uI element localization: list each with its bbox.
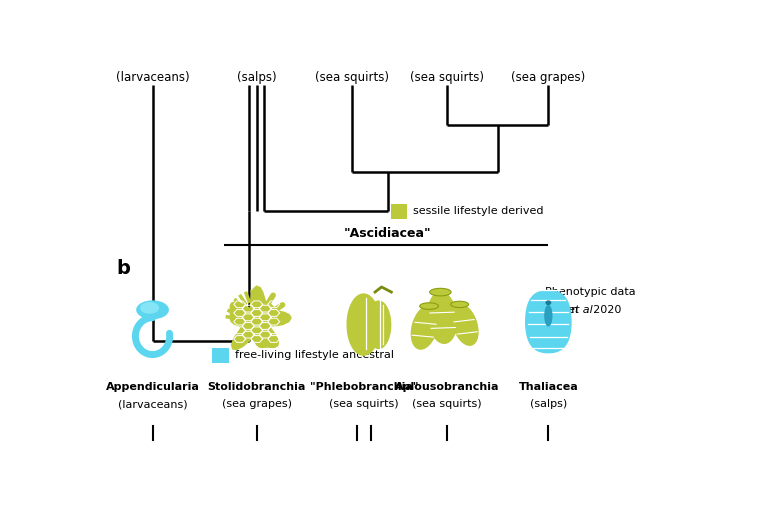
- Text: et al: et al: [568, 305, 592, 315]
- Text: Stolidobranchia: Stolidobranchia: [207, 381, 306, 392]
- Polygon shape: [452, 304, 478, 345]
- Ellipse shape: [140, 302, 159, 314]
- Ellipse shape: [545, 305, 552, 327]
- Ellipse shape: [136, 301, 169, 319]
- Text: b: b: [117, 259, 131, 278]
- Text: Thaliacea: Thaliacea: [518, 381, 578, 392]
- Ellipse shape: [545, 301, 551, 305]
- Polygon shape: [367, 301, 391, 349]
- Text: (sea grapes): (sea grapes): [511, 71, 585, 84]
- FancyBboxPatch shape: [391, 204, 407, 219]
- Text: (salps): (salps): [530, 399, 567, 410]
- Text: sessile lifestyle derived: sessile lifestyle derived: [413, 206, 544, 216]
- Text: (sea squirts): (sea squirts): [315, 71, 389, 84]
- Text: . 2020: . 2020: [586, 305, 621, 315]
- Ellipse shape: [420, 303, 439, 309]
- Text: Appendicularia: Appendicularia: [106, 381, 200, 392]
- Text: free-living lifestyle ancestral: free-living lifestyle ancestral: [235, 350, 394, 360]
- Polygon shape: [428, 292, 457, 343]
- Text: (sea squirts): (sea squirts): [329, 399, 399, 410]
- Text: Phenotypic data: Phenotypic data: [545, 287, 636, 297]
- Polygon shape: [412, 306, 438, 349]
- Text: Braun: Braun: [545, 305, 582, 315]
- Text: (sea squirts): (sea squirts): [410, 71, 484, 84]
- Text: (larvaceans): (larvaceans): [118, 399, 187, 410]
- Ellipse shape: [429, 288, 451, 296]
- Text: "Phlebobranchia": "Phlebobranchia": [310, 381, 418, 392]
- Ellipse shape: [451, 301, 468, 308]
- Text: (larvaceans): (larvaceans): [116, 71, 190, 84]
- Text: (sea grapes): (sea grapes): [222, 399, 292, 410]
- Text: "Ascidiacea": "Ascidiacea": [344, 227, 432, 240]
- Text: (salps): (salps): [237, 71, 276, 84]
- Polygon shape: [526, 291, 571, 353]
- FancyBboxPatch shape: [212, 348, 229, 362]
- Text: (sea squirts): (sea squirts): [412, 399, 482, 410]
- Polygon shape: [347, 294, 380, 355]
- Text: Aplousobranchia: Aplousobranchia: [395, 381, 499, 392]
- Polygon shape: [230, 286, 291, 349]
